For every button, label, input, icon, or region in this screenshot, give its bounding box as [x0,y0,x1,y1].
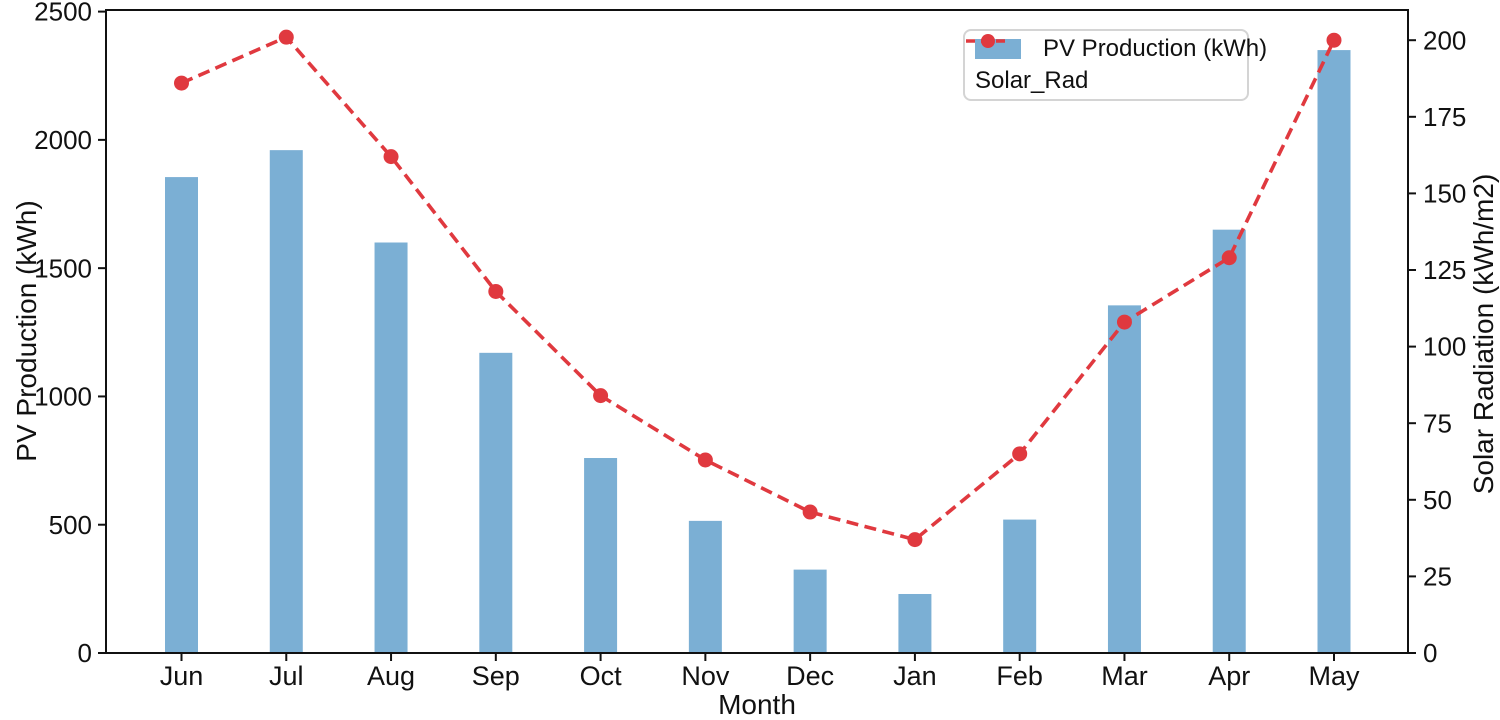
solar-rad-marker [593,388,609,404]
pv-production-bar [1107,305,1141,653]
legend-item-solar-rad: Solar_Rad [966,34,1235,95]
solar-rad-line [180,34,1336,542]
pv-production-bar [1003,519,1037,653]
x-tick-label: Apr [1208,661,1250,691]
solar-rad-marker [1326,32,1342,48]
y-tick-label-left: 2000 [34,125,92,155]
legend: PV Production (kWh) Solar_Rad [963,29,1267,101]
y-tick-label-left: 0 [78,638,92,668]
solar-rad-marker [1221,250,1237,266]
y-tick-label-left: 1000 [34,382,92,412]
solar-rad-marker [1116,314,1132,330]
x-tick-label: Dec [786,661,834,691]
y-tick-label-left: 500 [49,510,92,540]
solar-rad-marker [802,504,818,520]
x-tick-label: Jul [269,661,304,691]
pv-production-bar [269,150,303,653]
y-axis-label-right: Solar Radiation (kWh/m2) [1468,173,1499,495]
axes-frame [105,9,1409,654]
x-tick-label: Mar [1101,661,1148,691]
pv-production-bar [793,569,827,653]
solar-rad-marker [1012,446,1028,462]
pv-production-bar [898,593,932,653]
pv-production-bar [584,458,618,653]
pv-production-bar [688,520,722,653]
pv-production-bar [479,352,513,653]
x-tick-label: Nov [681,661,730,691]
y-tick-label-right: 150 [1423,179,1466,209]
x-tick-label: May [1308,661,1360,691]
y-tick-label-left: 1500 [34,253,92,283]
solar-rad-marker [383,149,399,165]
x-tick-label: Oct [580,661,623,691]
solar-rad-marker [174,75,189,91]
y-tick-label-right: 25 [1423,562,1452,592]
y-tick-label-right: 100 [1423,332,1466,362]
x-tick-label: Jun [160,661,204,691]
y-axis-label-left: PV Production (kWh) [11,200,42,462]
pv-production-bar [165,177,198,653]
y-tick-label-right: 50 [1423,485,1452,515]
x-tick-label: Aug [367,661,415,691]
solar-rad-marker [488,283,504,299]
x-axis-label: Month [718,689,796,720]
pv-production-bar [1317,50,1351,654]
legend-label-pv-production: PV Production (kWh) [1043,35,1268,62]
x-tick-label: Jan [893,661,937,691]
y-tick-label-right: 200 [1423,25,1466,55]
y-tick-label-right: 75 [1423,408,1452,438]
y-tick-label-left: 2500 [34,0,92,27]
pv-production-bar [374,242,408,653]
x-tick-label: Sep [472,661,520,691]
pv-production-bar [1212,229,1246,653]
solar-rad-marker [907,532,923,548]
y-tick-label-right: 0 [1423,638,1437,668]
solar-rad-marker [697,452,713,468]
x-tick-label: Feb [996,661,1043,691]
solar-rad-marker [278,29,294,45]
legend-label-solar-rad: Solar_Rad [975,67,1089,94]
dashed-line-marker-icon [966,34,1010,48]
y-tick-label-right: 125 [1423,255,1466,285]
y-tick-label-right: 175 [1423,102,1466,132]
legend-item-pv-production: PV Production (kWh) [975,35,1267,63]
